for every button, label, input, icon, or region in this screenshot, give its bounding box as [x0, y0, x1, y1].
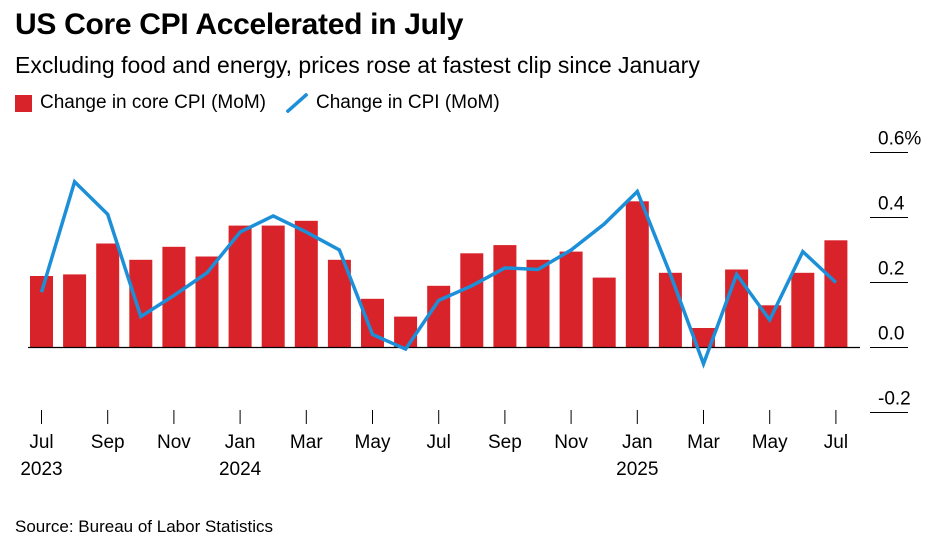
- core-cpi-bar-2024-11: [559, 251, 583, 348]
- x-tick-label: Jan: [225, 432, 256, 453]
- core-cpi-bar-2024-12: [592, 277, 616, 348]
- core-cpi-bar-2023-12: [195, 256, 219, 348]
- y-tick-label: 0.0: [878, 324, 904, 345]
- core-cpi-bar-2023-07: [30, 276, 53, 348]
- y-axis: 0.6% 0.4 0.2 0.0 -0.2: [870, 129, 921, 413]
- legend-item-cpi: Change in CPI (MoM): [285, 92, 500, 114]
- x-tick-label: May: [355, 432, 391, 453]
- core-cpi-bar-2024-09: [493, 245, 517, 348]
- y-tick-label: 0.2: [878, 259, 904, 280]
- core-cpi-bar-2024-02: [261, 225, 285, 348]
- legend-bar-swatch: [15, 94, 32, 112]
- core-cpi-bar-2024-01: [228, 225, 252, 348]
- core-cpi-bar-2025-02: [658, 272, 682, 348]
- core-cpi-bar-2023-09: [96, 243, 120, 348]
- legend-label-core-cpi: Change in core CPI (MoM): [40, 92, 266, 113]
- core-cpi-bar-2025-04: [725, 269, 749, 348]
- x-tick-label: Jul: [427, 432, 451, 453]
- legend-label-cpi: Change in CPI (MoM): [315, 92, 500, 113]
- x-tick-year: 2023: [20, 459, 62, 480]
- core-cpi-bar-2024-06: [394, 316, 418, 348]
- chart-subtitle: Excluding food and energy, prices rose a…: [15, 52, 700, 78]
- core-cpi-bar-2025-01: [625, 201, 649, 348]
- x-tick-label: Mar: [290, 432, 323, 453]
- core-cpi-bar-2025-06: [791, 272, 815, 348]
- core-cpi-bar-2023-08: [63, 274, 87, 348]
- x-tick-label: Jan: [622, 432, 653, 453]
- legend-item-core-cpi: Change in core CPI (MoM): [15, 92, 266, 114]
- x-tick-label: Nov: [157, 432, 191, 453]
- core-cpi-bar-2025-07: [824, 240, 848, 348]
- core-cpi-bar-2024-03: [294, 220, 318, 348]
- x-tick-label: Jul: [29, 432, 53, 453]
- core-cpi-bar-2024-07: [427, 285, 451, 348]
- source-note: Source: Bureau of Labor Statistics: [15, 517, 273, 536]
- core-cpi-bar-2024-04: [327, 259, 351, 348]
- core-cpi-bars: [30, 201, 848, 348]
- x-tick-label: Mar: [687, 432, 720, 453]
- y-tick-label: -0.2: [878, 389, 911, 410]
- x-tick-label: Sep: [91, 432, 125, 453]
- core-cpi-bar-2024-08: [460, 253, 484, 348]
- legend: Change in core CPI (MoM) Change in CPI (…: [15, 92, 520, 114]
- y-tick-label: 0.4: [878, 194, 905, 215]
- x-axis: Jul 2023 Sep Nov Jan 2024 Mar May Jul Sep Nov Jan 20…: [20, 410, 848, 480]
- y-tick-label: 0.6%: [878, 129, 921, 150]
- core-cpi-bar-2025-05: [758, 305, 782, 348]
- core-cpi-bar-2023-10: [129, 259, 153, 348]
- x-tick-year: 2024: [219, 459, 262, 480]
- x-tick-label: May: [752, 432, 788, 453]
- x-tick-year: 2025: [616, 459, 658, 480]
- core-cpi-bar-2025-03: [692, 328, 715, 348]
- core-cpi-bar-2024-05: [361, 298, 384, 348]
- x-tick-label: Nov: [554, 432, 588, 453]
- chart-title: US Core CPI Accelerated in July: [15, 8, 464, 41]
- legend-line-swatch: [285, 93, 308, 113]
- cpi-line: [39, 178, 838, 369]
- x-tick-label: Sep: [488, 432, 522, 453]
- x-tick-label: Jul: [824, 432, 848, 453]
- core-cpi-bar-2024-10: [526, 259, 550, 348]
